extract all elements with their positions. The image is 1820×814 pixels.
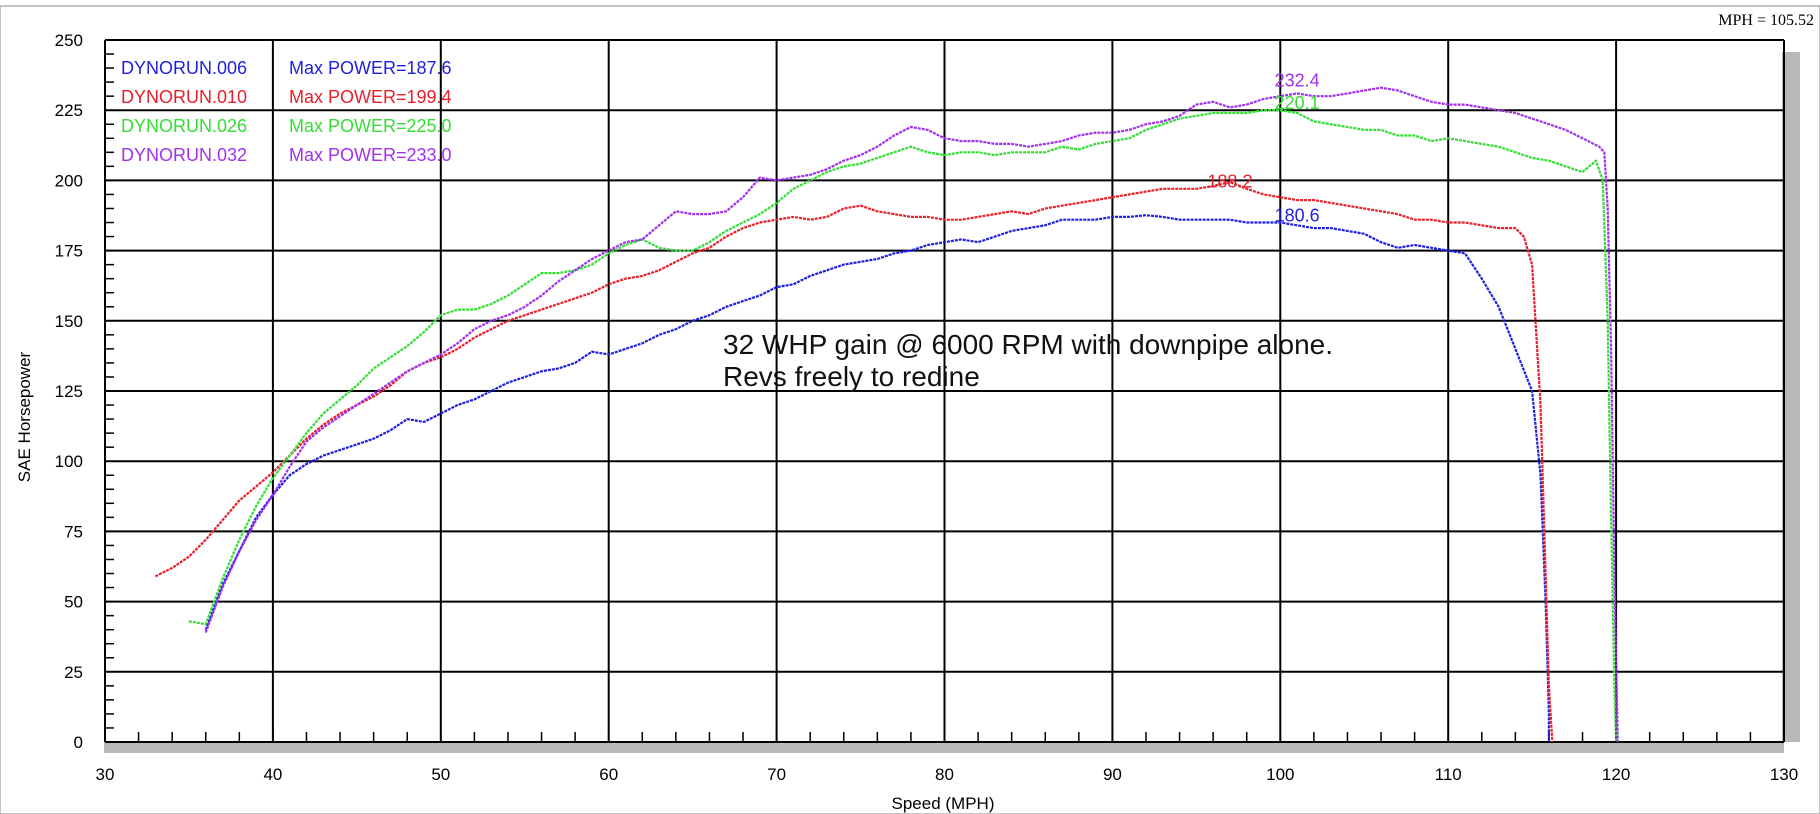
x-tick-label: 130 [1770, 765, 1798, 784]
series-line-dynorun-026 [188, 109, 1618, 743]
x-axis-label: Speed (MPH) [892, 794, 995, 813]
x-tick-label: 90 [1103, 765, 1122, 784]
plot-frame [0, 5, 1820, 814]
x-tick-label: 100 [1266, 765, 1294, 784]
peak-label: 180.6 [1275, 205, 1320, 225]
x-tick-label: 30 [96, 765, 115, 784]
series-line-dynorun-006 [204, 214, 1550, 742]
x-tick-label: 70 [767, 765, 786, 784]
bottom-axis-strip [104, 742, 1784, 753]
annotation-line-1: 32 WHP gain @ 6000 RPM with downpipe alo… [723, 329, 1333, 360]
x-tick-label: 80 [935, 765, 954, 784]
x-tick-label: 50 [431, 765, 450, 784]
legend: DYNORUN.006 Max POWER=187.6 DYNORUN.010 Max… [121, 58, 452, 165]
series-lines [154, 86, 1619, 743]
series-line-dynorun-032 [204, 86, 1619, 743]
x-tick-label: 120 [1602, 765, 1630, 784]
y-axis-label: SAE Horsepower [15, 351, 34, 482]
y-tick-label: 50 [64, 593, 83, 612]
legend-series-name: DYNORUN.010 [121, 87, 247, 107]
legend-series-name: DYNORUN.026 [121, 116, 247, 136]
legend-max-power: Max POWER=225.0 [289, 116, 452, 136]
legend-series-name: DYNORUN.006 [121, 58, 247, 78]
y-tick-label: 200 [55, 171, 83, 190]
y-tick-label: 125 [55, 382, 83, 401]
speed-readout: MPH = 105.52 [1718, 12, 1814, 29]
tick-labels: 30 40 50 60 70 80 90 100 110 120 130 0 25 50 75 100 125 1… [55, 31, 1799, 784]
x-tick-label: 110 [1435, 765, 1462, 784]
y-tick-label: 0 [74, 733, 83, 752]
peak-label: 232.4 [1275, 71, 1320, 91]
series-line-dynorun-010 [154, 181, 1554, 743]
y-tick-label: 25 [64, 663, 83, 682]
minor-ticks [104, 39, 1785, 743]
annotation-line-2: Revs freely to redine [723, 361, 980, 392]
y-tick-label: 225 [55, 101, 83, 120]
peak-label: 188.2 [1207, 172, 1252, 192]
legend-max-power: Max POWER=187.6 [289, 58, 452, 78]
y-tick-label: 150 [55, 312, 83, 331]
y-tick-label: 175 [55, 242, 83, 261]
legend-max-power: Max POWER=233.0 [289, 145, 452, 165]
right-scroll-strip [1782, 52, 1800, 742]
peak-label: 220.1 [1275, 93, 1320, 113]
legend-max-power: Max POWER=199.4 [289, 87, 452, 107]
y-tick-label: 100 [55, 452, 83, 471]
x-tick-label: 40 [263, 765, 282, 784]
y-tick-label: 250 [55, 31, 83, 50]
x-tick-label: 60 [599, 765, 618, 784]
legend-series-name: DYNORUN.032 [121, 145, 247, 165]
y-tick-label: 75 [64, 522, 83, 541]
